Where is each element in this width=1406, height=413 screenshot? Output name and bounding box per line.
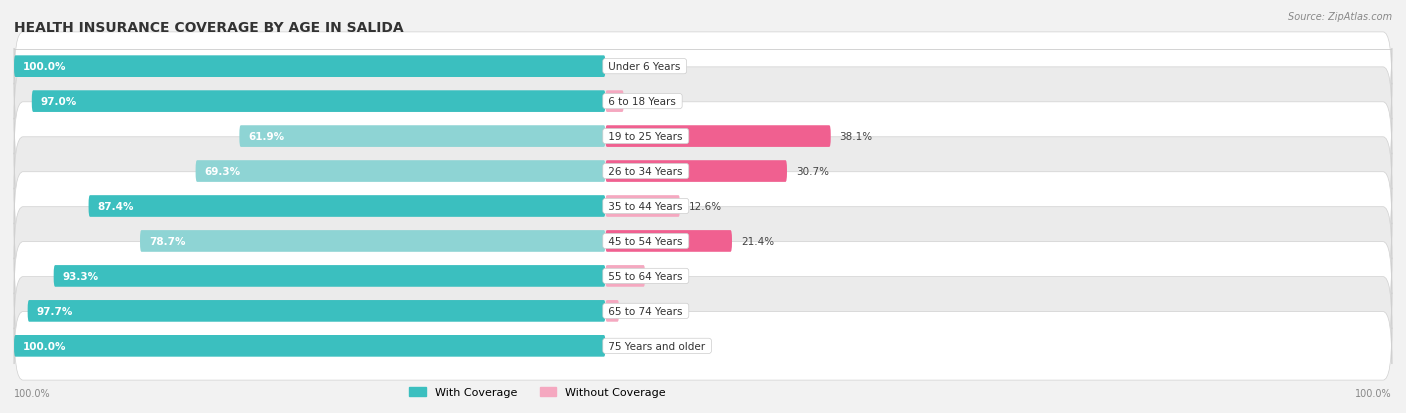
FancyBboxPatch shape xyxy=(14,172,1392,241)
Text: 21.4%: 21.4% xyxy=(741,236,773,247)
Text: 78.7%: 78.7% xyxy=(149,236,186,247)
FancyBboxPatch shape xyxy=(14,312,1392,380)
FancyBboxPatch shape xyxy=(141,230,606,252)
Text: 0.0%: 0.0% xyxy=(617,62,644,72)
Text: HEALTH INSURANCE COVERAGE BY AGE IN SALIDA: HEALTH INSURANCE COVERAGE BY AGE IN SALI… xyxy=(14,21,404,35)
Text: Under 6 Years: Under 6 Years xyxy=(606,62,685,72)
Text: 87.4%: 87.4% xyxy=(97,202,134,211)
FancyBboxPatch shape xyxy=(606,230,733,252)
Text: 100.0%: 100.0% xyxy=(1355,388,1392,398)
Text: 45 to 54 Years: 45 to 54 Years xyxy=(606,236,686,247)
FancyBboxPatch shape xyxy=(14,277,1392,345)
FancyBboxPatch shape xyxy=(32,91,606,113)
FancyBboxPatch shape xyxy=(606,196,681,217)
Text: 65 to 74 Years: 65 to 74 Years xyxy=(606,306,686,316)
Text: 26 to 34 Years: 26 to 34 Years xyxy=(606,166,686,177)
Text: 12.6%: 12.6% xyxy=(689,202,721,211)
Text: 30.7%: 30.7% xyxy=(796,166,830,177)
Text: 93.3%: 93.3% xyxy=(62,271,98,281)
FancyBboxPatch shape xyxy=(14,242,1392,311)
Text: 97.0%: 97.0% xyxy=(41,97,77,107)
FancyBboxPatch shape xyxy=(14,138,1392,206)
Text: 75 Years and older: 75 Years and older xyxy=(606,341,709,351)
Text: 97.7%: 97.7% xyxy=(37,306,73,316)
Legend: With Coverage, Without Coverage: With Coverage, Without Coverage xyxy=(405,383,671,402)
FancyBboxPatch shape xyxy=(606,300,619,322)
FancyBboxPatch shape xyxy=(89,196,606,217)
FancyBboxPatch shape xyxy=(53,266,606,287)
Text: 2.3%: 2.3% xyxy=(628,306,654,316)
Text: 61.9%: 61.9% xyxy=(249,132,284,142)
FancyBboxPatch shape xyxy=(606,266,645,287)
FancyBboxPatch shape xyxy=(606,91,624,113)
FancyBboxPatch shape xyxy=(14,56,606,78)
FancyBboxPatch shape xyxy=(195,161,606,183)
FancyBboxPatch shape xyxy=(14,207,1392,275)
Text: 35 to 44 Years: 35 to 44 Years xyxy=(606,202,686,211)
FancyBboxPatch shape xyxy=(14,335,606,357)
Text: 55 to 64 Years: 55 to 64 Years xyxy=(606,271,686,281)
Text: Source: ZipAtlas.com: Source: ZipAtlas.com xyxy=(1288,12,1392,22)
FancyBboxPatch shape xyxy=(14,68,1392,136)
FancyBboxPatch shape xyxy=(239,126,606,147)
Text: 0.0%: 0.0% xyxy=(617,341,644,351)
FancyBboxPatch shape xyxy=(14,33,1392,101)
Text: 69.3%: 69.3% xyxy=(204,166,240,177)
Text: 6 to 18 Years: 6 to 18 Years xyxy=(606,97,679,107)
Text: 38.1%: 38.1% xyxy=(839,132,873,142)
Text: 19 to 25 Years: 19 to 25 Years xyxy=(606,132,686,142)
FancyBboxPatch shape xyxy=(14,102,1392,171)
FancyBboxPatch shape xyxy=(606,161,787,183)
Text: 6.7%: 6.7% xyxy=(654,271,681,281)
FancyBboxPatch shape xyxy=(28,300,606,322)
Text: 100.0%: 100.0% xyxy=(22,62,66,72)
Text: 100.0%: 100.0% xyxy=(22,341,66,351)
FancyBboxPatch shape xyxy=(606,126,831,147)
Text: 3.1%: 3.1% xyxy=(633,97,659,107)
Text: 100.0%: 100.0% xyxy=(14,388,51,398)
